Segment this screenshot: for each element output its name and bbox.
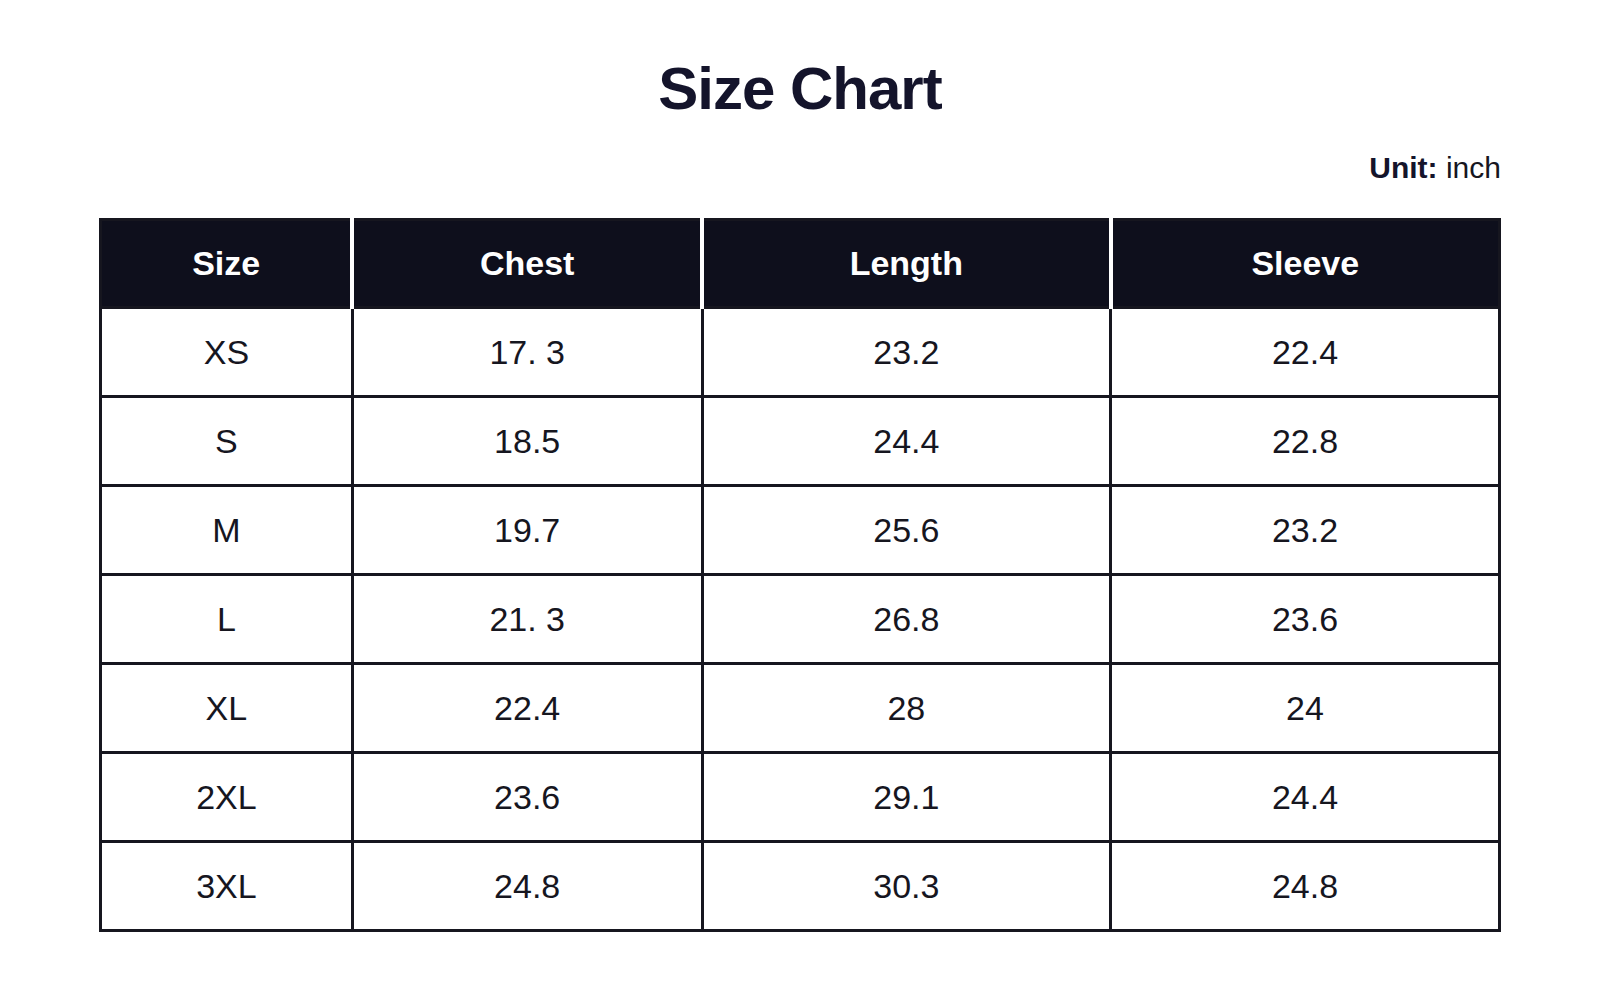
unit-line: Unit: inch <box>99 150 1501 186</box>
chest-cell: 19.7 <box>352 486 702 575</box>
size-cell: XL <box>101 664 353 753</box>
size-cell: 2XL <box>101 753 353 842</box>
table-row-2xl: 2XL 23.6 29.1 24.4 <box>101 753 1500 842</box>
sleeve-cell: 24 <box>1111 664 1500 753</box>
content-area: Size Chart Unit: inch Size Chest Length … <box>99 0 1501 932</box>
unit-value: inch <box>1446 151 1501 184</box>
length-cell: 30.3 <box>702 842 1111 931</box>
table-header: Size Chest Length Sleeve <box>101 220 1500 308</box>
size-cell: XS <box>101 308 353 397</box>
sleeve-cell: 24.4 <box>1111 753 1500 842</box>
table-row-3xl: 3XL 24.8 30.3 24.8 <box>101 842 1500 931</box>
table-row-xl: XL 22.4 28 24 <box>101 664 1500 753</box>
length-cell: 29.1 <box>702 753 1111 842</box>
table-body: XS 17. 3 23.2 22.4 S 18.5 24.4 22.8 M 19… <box>101 308 1500 931</box>
header-row: Size Chest Length Sleeve <box>101 220 1500 308</box>
column-header-length: Length <box>702 220 1111 308</box>
length-cell: 24.4 <box>702 397 1111 486</box>
size-cell: M <box>101 486 353 575</box>
sleeve-cell: 23.6 <box>1111 575 1500 664</box>
column-header-sleeve: Sleeve <box>1111 220 1500 308</box>
sleeve-cell: 24.8 <box>1111 842 1500 931</box>
size-chart-page: Size Chart Unit: inch Size Chest Length … <box>0 0 1600 992</box>
size-chart-table: Size Chest Length Sleeve XS 17. 3 23.2 2… <box>99 218 1501 932</box>
sleeve-cell: 22.4 <box>1111 308 1500 397</box>
unit-label: Unit: <box>1369 151 1437 184</box>
length-cell: 25.6 <box>702 486 1111 575</box>
chest-cell: 17. 3 <box>352 308 702 397</box>
length-cell: 26.8 <box>702 575 1111 664</box>
chest-cell: 18.5 <box>352 397 702 486</box>
length-cell: 28 <box>702 664 1111 753</box>
sleeve-cell: 22.8 <box>1111 397 1500 486</box>
length-cell: 23.2 <box>702 308 1111 397</box>
chest-cell: 24.8 <box>352 842 702 931</box>
chest-cell: 23.6 <box>352 753 702 842</box>
size-cell: L <box>101 575 353 664</box>
chest-cell: 21. 3 <box>352 575 702 664</box>
size-cell: 3XL <box>101 842 353 931</box>
page-title: Size Chart <box>99 54 1501 124</box>
table-row-m: M 19.7 25.6 23.2 <box>101 486 1500 575</box>
sleeve-cell: 23.2 <box>1111 486 1500 575</box>
table-row-l: L 21. 3 26.8 23.6 <box>101 575 1500 664</box>
column-header-size: Size <box>101 220 353 308</box>
table-row-s: S 18.5 24.4 22.8 <box>101 397 1500 486</box>
size-cell: S <box>101 397 353 486</box>
table-row-xs: XS 17. 3 23.2 22.4 <box>101 308 1500 397</box>
chest-cell: 22.4 <box>352 664 702 753</box>
column-header-chest: Chest <box>352 220 702 308</box>
